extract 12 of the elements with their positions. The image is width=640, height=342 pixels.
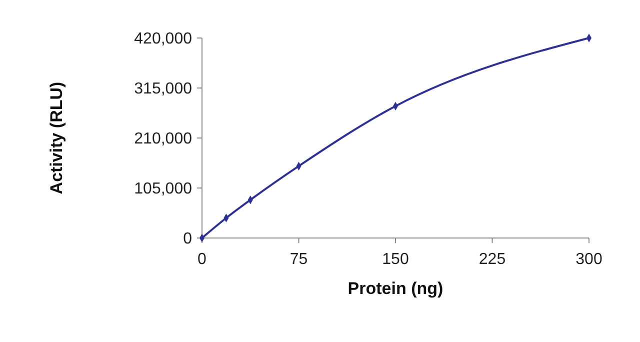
y-tick-label: 315,000 [134, 80, 192, 98]
y-tick-label: 105,000 [134, 180, 192, 198]
y-tick-label: 210,000 [134, 130, 192, 148]
y-tick-label: 420,000 [134, 30, 192, 48]
x-tick-label: 300 [576, 251, 602, 268]
x-tick-label: 75 [290, 251, 308, 268]
y-tick-label: 0 [183, 230, 192, 248]
x-tick-label: 0 [198, 251, 207, 268]
x-axis-title: Protein (ng) [348, 279, 444, 298]
x-tick-label: 225 [478, 251, 506, 268]
y-axis-title: Activity (RLU) [47, 82, 66, 194]
x-tick-label: 150 [382, 251, 409, 268]
